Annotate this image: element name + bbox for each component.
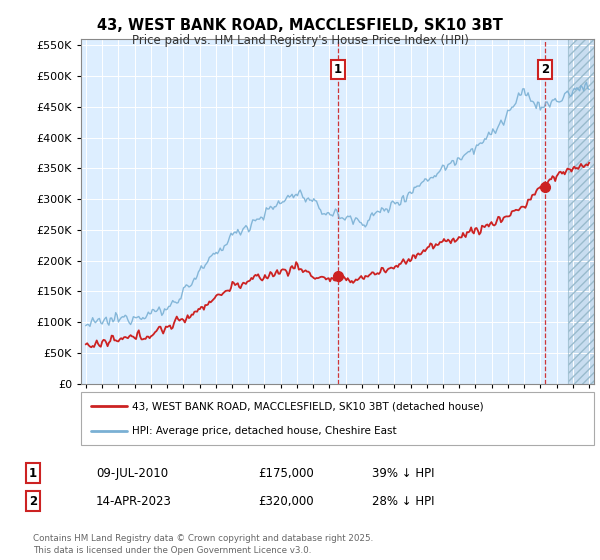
Text: £320,000: £320,000 [258, 494, 314, 508]
Text: 1: 1 [29, 466, 37, 480]
Text: 2: 2 [29, 494, 37, 508]
Text: 2: 2 [541, 63, 549, 77]
Text: HPI: Average price, detached house, Cheshire East: HPI: Average price, detached house, Ches… [133, 426, 397, 436]
Text: 43, WEST BANK ROAD, MACCLESFIELD, SK10 3BT: 43, WEST BANK ROAD, MACCLESFIELD, SK10 3… [97, 18, 503, 32]
Text: Price paid vs. HM Land Registry's House Price Index (HPI): Price paid vs. HM Land Registry's House … [131, 34, 469, 47]
Bar [568, 39, 594, 384]
FancyBboxPatch shape [81, 392, 594, 445]
Text: 28% ↓ HPI: 28% ↓ HPI [372, 494, 434, 508]
Text: 43, WEST BANK ROAD, MACCLESFIELD, SK10 3BT (detached house): 43, WEST BANK ROAD, MACCLESFIELD, SK10 3… [133, 402, 484, 412]
Text: 39% ↓ HPI: 39% ↓ HPI [372, 466, 434, 480]
Text: 14-APR-2023: 14-APR-2023 [96, 494, 172, 508]
Text: Contains HM Land Registry data © Crown copyright and database right 2025.
This d: Contains HM Land Registry data © Crown c… [33, 534, 373, 555]
Bar [568, 39, 594, 384]
Text: 1: 1 [334, 63, 342, 77]
Text: 09-JUL-2010: 09-JUL-2010 [96, 466, 168, 480]
Text: £175,000: £175,000 [258, 466, 314, 480]
